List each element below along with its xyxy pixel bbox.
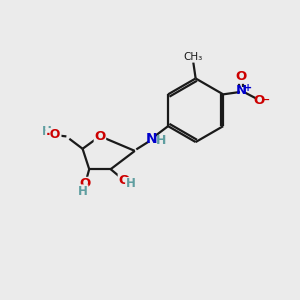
Text: H: H <box>78 185 88 198</box>
Text: O: O <box>79 177 90 190</box>
Text: H: H <box>42 125 52 139</box>
Text: O: O <box>254 94 265 107</box>
Text: O: O <box>236 70 247 83</box>
Text: N: N <box>146 131 158 146</box>
Text: O: O <box>118 174 130 187</box>
Text: −: − <box>261 95 270 105</box>
Text: H: H <box>156 134 166 147</box>
Text: H: H <box>125 177 135 190</box>
Text: O: O <box>94 130 106 143</box>
Text: +: + <box>244 82 252 93</box>
Text: ·O: ·O <box>46 128 61 141</box>
Text: N: N <box>236 84 247 97</box>
Text: CH₃: CH₃ <box>184 52 203 62</box>
